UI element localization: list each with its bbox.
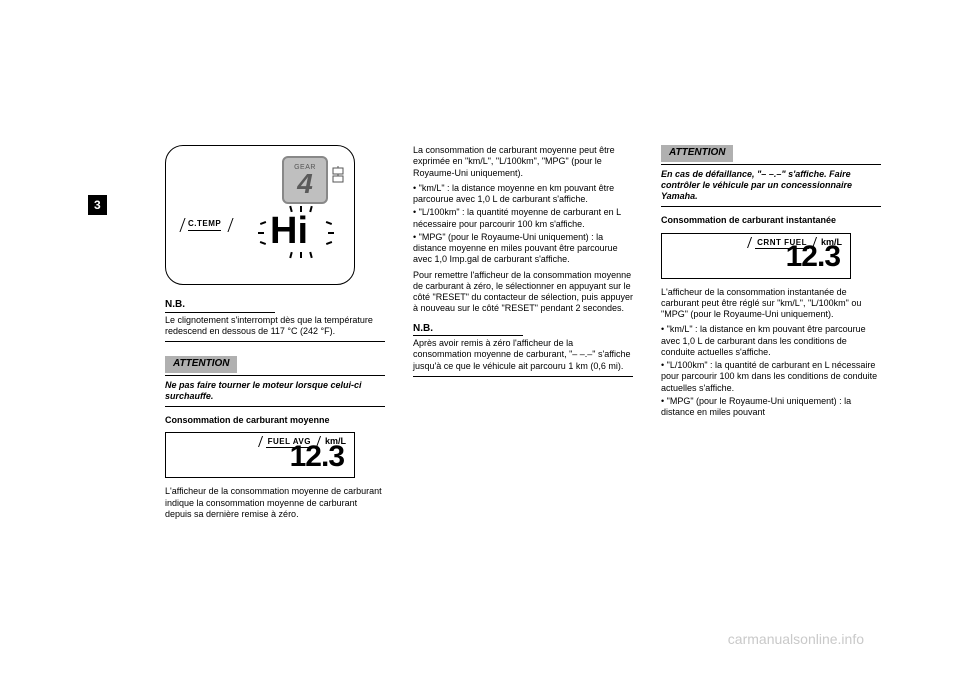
column-3: ATTENTION En cas de défaillance, "– –.–"… <box>661 145 881 524</box>
fuel-avg-display: FUEL AVG km/L 12.3 <box>165 432 355 478</box>
watermark: carmanualsonline.info <box>728 631 864 647</box>
nb-heading: N.B. <box>413 323 523 337</box>
list-item: • "L/100km" : la quantité moyenne de car… <box>413 207 633 230</box>
list-item: • "km/L" : la distance en km pouvant êtr… <box>661 324 881 358</box>
attention-badge: ATTENTION <box>165 356 237 373</box>
list-item: • "MPG" (pour le Royaume-Uni uniquement)… <box>661 396 881 419</box>
flash-tick-icon <box>260 221 266 224</box>
list-item: • "km/L" : la distance moyenne en km pou… <box>413 183 633 206</box>
nb-heading: N.B. <box>165 299 275 313</box>
flash-tick-icon <box>260 241 266 244</box>
divider <box>661 206 881 207</box>
body-text: Pour remettre l'afficheur de la consomma… <box>413 270 633 315</box>
gear-indicator: GEAR 4 <box>282 156 328 204</box>
column-1: GEAR 4 C.TEMP Hi <box>165 145 385 524</box>
status-icon <box>332 166 344 184</box>
subheading: Consommation de carburant instantanée <box>661 215 881 226</box>
section-tab: 3 <box>88 195 107 215</box>
gear-temp-panel: GEAR 4 C.TEMP Hi <box>165 145 355 285</box>
flash-tick-icon <box>300 252 302 258</box>
nb-text: Le clignotement s'interrompt dès que la … <box>165 315 385 338</box>
flash-tick-icon <box>326 221 332 224</box>
subheading: Consommation de carburant moyenne <box>165 415 385 426</box>
nb-text: Après avoir remis à zéro l'afficheur de … <box>413 338 633 372</box>
ctemp-label: C.TEMP <box>184 218 229 232</box>
hi-text: Hi <box>270 208 308 256</box>
manual-page: 3 GEAR 4 C.TEMP Hi <box>0 0 960 679</box>
gear-value: 4 <box>297 171 313 196</box>
fuel-crnt-display: CRNT FUEL km/L 12.3 <box>661 233 851 279</box>
body-text: L'afficheur de la consommation instantan… <box>661 287 881 321</box>
columns-wrap: GEAR 4 C.TEMP Hi <box>165 145 885 524</box>
divider <box>165 375 385 376</box>
divider <box>165 406 385 407</box>
flash-tick-icon <box>309 206 312 212</box>
flash-tick-icon <box>300 206 302 212</box>
attention-text: Ne pas faire tourner le moteur lorsque c… <box>165 380 385 403</box>
flash-tick-icon <box>326 241 332 244</box>
fuel-value: 12.3 <box>786 238 840 276</box>
flash-tick-icon <box>328 232 334 234</box>
fuel-value: 12.3 <box>290 438 344 476</box>
hi-indicator: Hi <box>256 208 336 256</box>
attention-text: En cas de défaillance, "– –.–" s'affiche… <box>661 169 881 203</box>
divider <box>413 376 633 377</box>
divider <box>165 341 385 342</box>
flash-tick-icon <box>309 252 312 258</box>
body-text: La consommation de carburant moyenne peu… <box>413 145 633 179</box>
flash-tick-icon <box>258 232 264 234</box>
body-text: L'afficheur de la consommation moyenne d… <box>165 486 385 520</box>
list-item: • "MPG" (pour le Royaume-Uni uniquement)… <box>413 232 633 266</box>
attention-badge: ATTENTION <box>661 145 733 162</box>
column-2: La consommation de carburant moyenne peu… <box>413 145 633 524</box>
divider <box>661 164 881 165</box>
list-item: • "L/100km" : la quantité de carburant e… <box>661 360 881 394</box>
ctemp-row: C.TEMP <box>184 218 229 232</box>
